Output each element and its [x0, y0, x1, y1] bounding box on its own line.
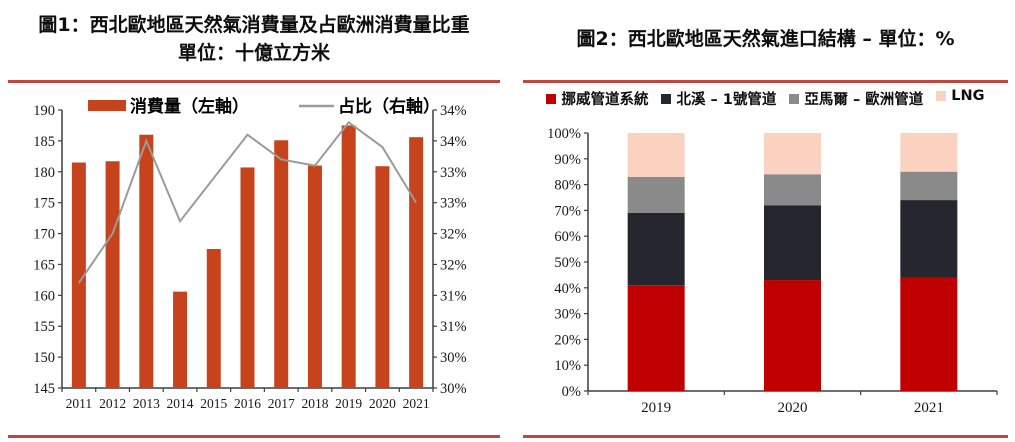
consumption-bar-2019 — [341, 125, 356, 388]
consumption-bar-2011 — [71, 162, 86, 388]
legend-item-3: LNG — [936, 88, 985, 104]
left-axis-label: 170 — [33, 227, 55, 243]
left-axis-label: 145 — [33, 381, 55, 397]
figure1-title: 圖1：西北歐地區天然氣消費量及占歐洲消費量比重 — [38, 14, 470, 37]
stack-segment-2019-北溪 – 1號管道 — [627, 212, 685, 286]
left-axis-label: 175 — [33, 196, 55, 212]
x-axis-label: 2019 — [641, 400, 671, 416]
consumption-bar-2021 — [409, 137, 424, 388]
legend-label-1: 北溪 – 1號管道 — [676, 92, 777, 108]
y-axis-label: 90% — [554, 152, 581, 168]
legend-swatch-consumption — [88, 100, 126, 111]
y-axis-label: 20% — [554, 332, 581, 348]
left-axis-label: 150 — [33, 350, 55, 366]
x-axis-label: 2019 — [335, 396, 362, 411]
consumption-bar-2020 — [375, 166, 390, 388]
legend-label-2: 亞馬爾 – 歐洲管道 — [804, 92, 924, 108]
legend-label-share: 占比（右軸） — [338, 96, 440, 117]
stack-segment-2021-北溪 – 1號管道 — [900, 200, 958, 278]
right-axis-label: 33% — [440, 196, 467, 212]
consumption-bar-2013 — [139, 134, 154, 388]
right-axis-label: 30% — [440, 381, 467, 397]
x-axis-label: 2016 — [234, 396, 261, 411]
y-axis-label: 70% — [554, 203, 581, 219]
legend-swatch-2 — [789, 93, 800, 104]
figure2-panel: 圖2：西北歐地區天然氣進口結構 – 單位：% 挪威管道系統 北溪 – 1號管道 亞馬… — [508, 0, 1015, 442]
x-axis-label: 2017 — [268, 396, 295, 411]
legend-swatch-0 — [546, 93, 557, 104]
x-axis-label: 2015 — [200, 396, 227, 411]
figure1-subtitle: 單位：十億立方米 — [177, 42, 330, 64]
x-axis-label: 2011 — [66, 396, 93, 411]
legend-swatch-1 — [661, 93, 672, 104]
x-axis-label: 2012 — [99, 396, 126, 411]
right-axis-label: 33% — [440, 165, 467, 181]
figure2-top-rule — [523, 80, 1008, 83]
x-axis-label: 2013 — [133, 396, 160, 411]
y-axis-label: 60% — [554, 229, 581, 245]
legend-swatch-3 — [936, 91, 947, 101]
left-axis-label: 155 — [33, 319, 55, 335]
x-axis-label: 2018 — [301, 396, 328, 411]
consumption-bar-2016 — [240, 167, 255, 388]
y-axis-label: 0% — [562, 384, 581, 400]
y-axis-label: 30% — [554, 307, 581, 323]
stack-segment-2020-挪威管道系統 — [764, 280, 821, 391]
y-axis-label: 40% — [554, 281, 581, 297]
x-axis-label: 2021 — [914, 400, 944, 416]
legend-item-1: 北溪 – 1號管道 — [661, 88, 776, 109]
x-axis-label: 2020 — [778, 400, 808, 416]
figure1-top-rule — [8, 80, 500, 83]
figure2-bottom-rule — [523, 435, 1008, 438]
right-axis-label: 31% — [440, 319, 467, 335]
legend-item-0: 挪威管道系統 — [546, 88, 648, 109]
legend-label-3: LNG — [951, 88, 985, 104]
right-axis-label: 32% — [440, 227, 467, 243]
consumption-bar-2018 — [307, 165, 322, 388]
y-axis-label: 10% — [554, 358, 581, 374]
stack-segment-2019-LNG — [627, 133, 685, 177]
stack-segment-2019-亞馬爾 – 歐洲管道 — [627, 176, 685, 213]
right-axis-label: 32% — [440, 257, 467, 273]
figure2-stacked-chart: 0% 10% 20% 30% 40% 50% 60% 70% 80% 90% 100% 2019 202… — [547, 126, 998, 416]
right-axis-label: 30% — [440, 350, 467, 366]
legend-label-0: 挪威管道系統 — [561, 92, 649, 108]
left-axis-label: 185 — [33, 134, 55, 150]
figure1-title-block: 圖1：西北歐地區天然氣消費量及占歐洲消費量比重 單位：十億立方米 — [8, 0, 500, 80]
stack-segment-2020-亞馬爾 – 歐洲管道 — [764, 174, 821, 206]
figure2-legend: 挪威管道系統 北溪 – 1號管道 亞馬爾 – 歐洲管道 LNG — [523, 83, 1008, 112]
x-axis-label: 2020 — [369, 396, 396, 411]
share-line — [78, 120, 417, 284]
consumption-bar-2017 — [274, 140, 289, 388]
figure1-combo-chart: 145 150 155 160 165 170 175 180 185 190 30% 30% 31% 3… — [33, 96, 467, 411]
left-axis-label: 190 — [33, 103, 55, 119]
left-axis-label: 165 — [33, 257, 55, 273]
stack-segment-2019-挪威管道系統 — [627, 285, 685, 391]
stack-segment-2020-北溪 – 1號管道 — [764, 205, 821, 281]
x-axis-label: 2014 — [167, 396, 194, 411]
consumption-bar-2014 — [173, 291, 188, 388]
left-axis-label: 180 — [33, 165, 55, 181]
left-axis-label: 160 — [33, 288, 55, 304]
x-axis-label: 2021 — [403, 396, 430, 411]
right-axis-label: 34% — [440, 103, 467, 119]
figure1-bottom-rule — [8, 435, 500, 438]
figure2-title: 圖2：西北歐地區天然氣進口結構 – 單位：% — [576, 28, 955, 51]
legend-label-consumption: 消費量（左軸） — [130, 96, 249, 117]
y-axis-label: 80% — [554, 178, 581, 194]
right-axis-label: 34% — [440, 134, 467, 150]
stack-segment-2021-挪威管道系統 — [900, 277, 958, 391]
stack-segment-2020-LNG — [764, 133, 821, 175]
consumption-bar-2015 — [206, 249, 221, 388]
figure2-title-block: 圖2：西北歐地區天然氣進口結構 – 單位：% — [523, 0, 1008, 80]
consumption-bar-2012 — [105, 161, 120, 388]
y-axis-label: 50% — [554, 255, 581, 271]
legend-item-2: 亞馬爾 – 歐洲管道 — [789, 88, 923, 109]
y-axis-label: 100% — [547, 126, 581, 142]
stack-segment-2021-LNG — [900, 133, 958, 172]
right-axis-label: 31% — [440, 288, 467, 304]
stack-segment-2021-亞馬爾 – 歐洲管道 — [900, 171, 958, 201]
figure1-panel: 圖1：西北歐地區天然氣消費量及占歐洲消費量比重 單位：十億立方米 145 150 1… — [8, 0, 500, 438]
